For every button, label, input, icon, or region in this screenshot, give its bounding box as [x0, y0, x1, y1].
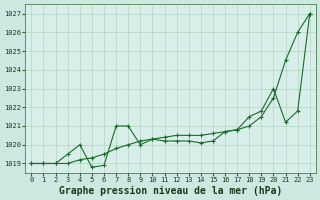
X-axis label: Graphe pression niveau de la mer (hPa): Graphe pression niveau de la mer (hPa) — [59, 186, 282, 196]
